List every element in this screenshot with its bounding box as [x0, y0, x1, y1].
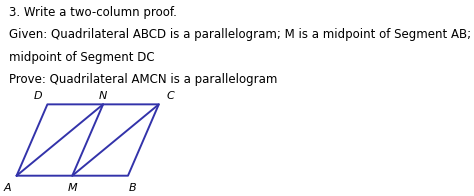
Text: Given: Quadrilateral ABCD is a parallelogram; M is a midpoint of Segment AB; N i: Given: Quadrilateral ABCD is a parallelo…	[9, 28, 474, 41]
Text: B: B	[129, 183, 137, 193]
Text: D: D	[34, 91, 42, 101]
Text: N: N	[99, 91, 107, 101]
Text: A: A	[3, 183, 11, 193]
Text: midpoint of Segment DC: midpoint of Segment DC	[9, 51, 155, 64]
Text: Prove: Quadrilateral AMCN is a parallelogram: Prove: Quadrilateral AMCN is a parallelo…	[9, 74, 278, 86]
Text: M: M	[67, 183, 77, 193]
Text: C: C	[167, 91, 174, 101]
Text: 3. Write a two-column proof.: 3. Write a two-column proof.	[9, 6, 177, 19]
